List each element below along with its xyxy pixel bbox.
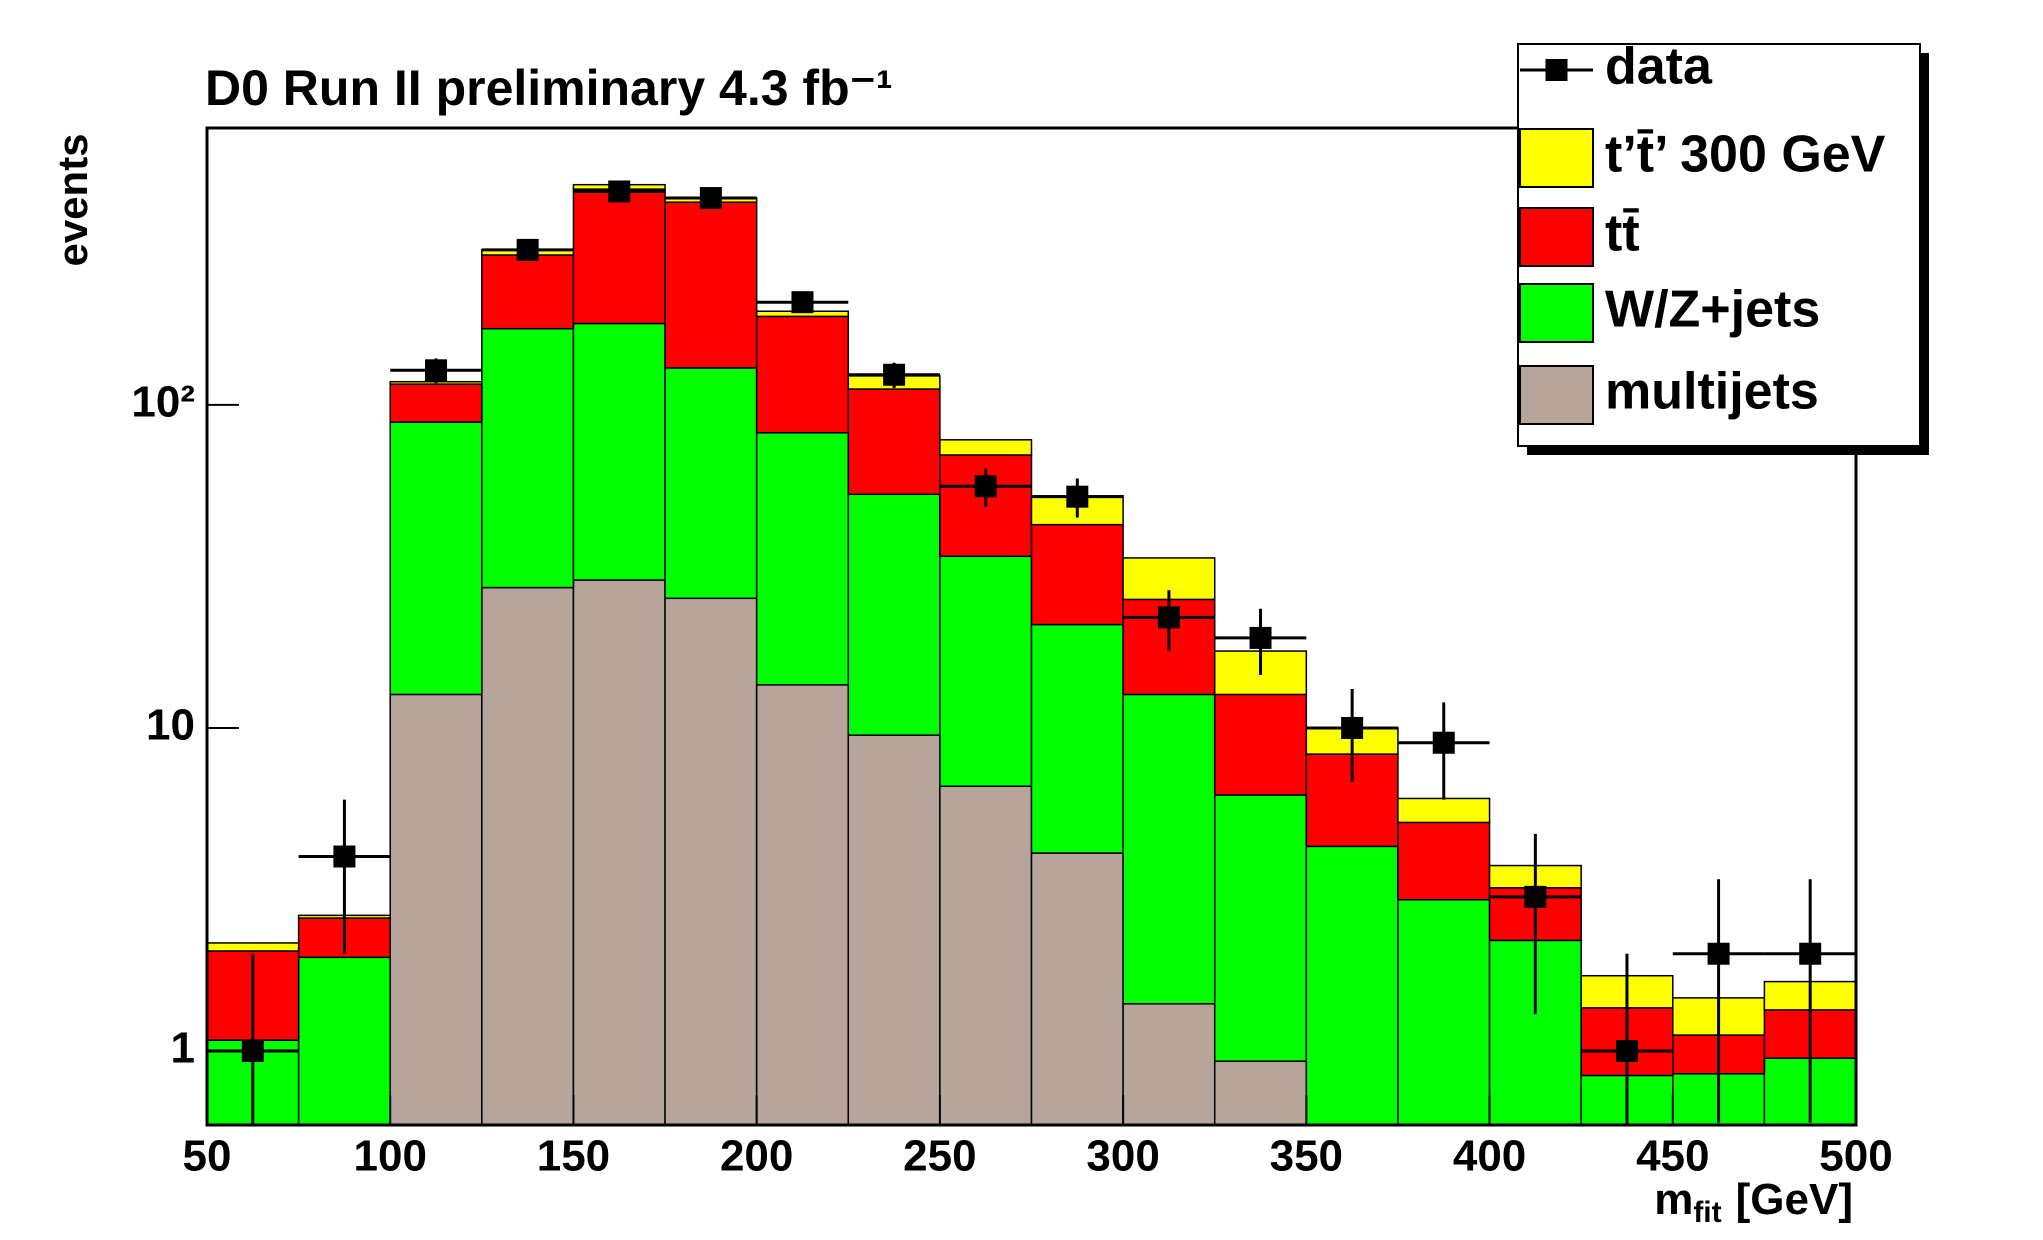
plot-frame <box>205 126 1858 1127</box>
histogram-segment <box>664 201 758 369</box>
x-tick-label: 300 <box>1086 1132 1159 1181</box>
histogram-segment <box>755 432 850 686</box>
histogram-segment <box>1213 693 1308 796</box>
histogram-segment <box>939 439 1033 456</box>
x-label-main: m <box>1654 1175 1693 1224</box>
histogram-segment <box>939 785 1033 1125</box>
histogram-segment <box>1397 821 1491 901</box>
plot-area <box>207 183 1856 1125</box>
histogram-segment <box>755 315 850 434</box>
data-point <box>425 359 448 382</box>
legend-swatch <box>1519 365 1594 425</box>
histogram-segment <box>481 254 575 330</box>
x-axis-label: mfit [GeV] <box>1654 1175 1853 1229</box>
data-point <box>1341 716 1364 739</box>
histogram-segment <box>1397 898 1491 1125</box>
histogram-segment <box>939 555 1033 787</box>
histogram-segment <box>481 327 575 589</box>
data-point <box>791 291 814 314</box>
legend-swatch <box>1519 128 1594 188</box>
x-tick-label: 450 <box>1636 1132 1709 1181</box>
data-point <box>883 363 906 386</box>
y-tick-label: 1 <box>171 1024 195 1073</box>
legend-label: t’t̄’ 300 GeV <box>1605 126 1886 184</box>
legend-data-marker <box>1545 59 1568 81</box>
x-label-rest: [GeV] <box>1736 1175 1853 1224</box>
histogram-segment <box>389 383 483 423</box>
y-tick-label: 10² <box>131 378 195 427</box>
histogram-segment <box>572 188 666 325</box>
legend-swatch <box>1519 207 1594 267</box>
x-tick-label: 150 <box>537 1132 610 1181</box>
histogram-segment <box>1122 693 1216 1005</box>
x-label-sub: fit <box>1693 1196 1721 1229</box>
x-tick-label: 200 <box>720 1132 793 1181</box>
histogram-segment <box>1030 523 1124 626</box>
histogram-segment <box>1030 852 1124 1125</box>
data-point <box>608 180 631 203</box>
histogram-segment <box>1030 623 1124 854</box>
data-point <box>974 475 997 498</box>
data-point <box>1615 1039 1638 1062</box>
data-point <box>1524 885 1547 908</box>
data-point <box>1432 731 1455 754</box>
y-tick-label: 10 <box>146 701 195 750</box>
x-tick-label: 350 <box>1270 1132 1343 1181</box>
histogram-segment <box>1213 1060 1308 1125</box>
histogram-segment <box>1397 797 1491 824</box>
data-point <box>1799 942 1822 965</box>
legend-label: multijets <box>1605 363 1819 421</box>
histogram-segment <box>481 586 575 1125</box>
histogram-segment <box>207 942 300 952</box>
histogram-segment <box>389 421 483 696</box>
histogram-segment <box>755 684 850 1125</box>
histogram-segment <box>847 734 941 1125</box>
data-point <box>333 845 356 868</box>
histogram-segment <box>572 322 666 581</box>
histogram-segment <box>664 597 758 1125</box>
histogram-segment <box>297 956 391 1125</box>
histogram-segment <box>1122 1003 1216 1125</box>
data-point <box>1066 485 1089 508</box>
legend-label: W/Z+jets <box>1605 281 1820 339</box>
legend-label: data <box>1605 38 1713 96</box>
histogram-segment <box>1213 794 1308 1062</box>
x-tick-label: 250 <box>903 1132 976 1181</box>
y-axis-label: events <box>49 133 96 266</box>
legend-label: tt̄ <box>1605 205 1640 263</box>
chart-title: D0 Run II preliminary 4.3 fb⁻¹ <box>205 60 893 116</box>
x-tick-label: 50 <box>183 1132 232 1181</box>
legend: data t’t̄’ 300 GeV tt̄ W/Z+jets multijets <box>1517 38 1929 455</box>
histogram-segment <box>664 367 758 600</box>
legend-swatch <box>1519 283 1594 343</box>
data-point <box>1249 626 1272 649</box>
histogram-segment <box>572 579 666 1125</box>
data-point <box>1157 606 1180 629</box>
x-tick-label: 400 <box>1453 1132 1526 1181</box>
data-point <box>699 187 722 210</box>
x-tick-label: 500 <box>1819 1132 1892 1181</box>
x-tick-label: 100 <box>354 1132 427 1181</box>
data-point <box>1707 942 1730 965</box>
data-point <box>241 1039 264 1062</box>
histogram-segment <box>389 693 483 1125</box>
histogram-segment <box>847 493 941 736</box>
data-point <box>516 238 539 261</box>
histogram-segment <box>847 388 941 496</box>
